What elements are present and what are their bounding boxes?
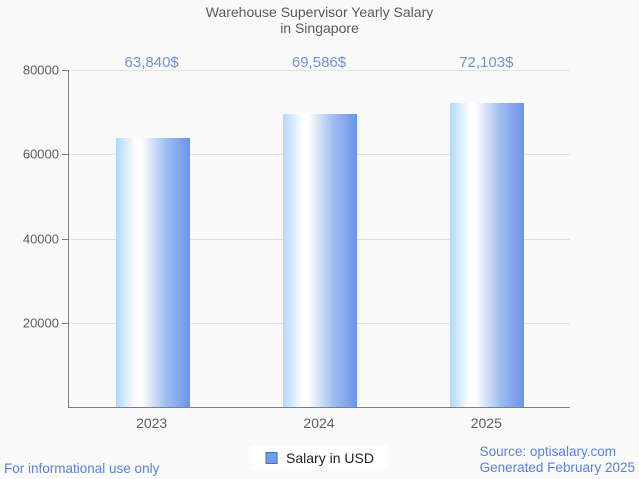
bar-slot-2023: [69, 70, 236, 407]
source-line: Source: optisalary.com: [479, 444, 616, 459]
value-labels-row: 63,840$ 69,586$ 72,103$: [68, 54, 570, 71]
y-axis-label-20000: 20000: [22, 315, 59, 331]
bar-2025[interactable]: [449, 103, 524, 407]
bar-slot-2025: [403, 70, 570, 407]
legend: Salary in USD: [251, 446, 388, 470]
source-attribution: Source: optisalary.com Generated Februar…: [480, 444, 635, 476]
bar-slot-2024: [236, 70, 403, 407]
disclaimer-text: For informational use only: [4, 461, 160, 476]
y-axis-label-60000: 60000: [22, 146, 59, 162]
x-axis-labels-row: 2023 2024 2025: [68, 415, 570, 431]
y-tick-20000: [62, 322, 68, 324]
gridline-80000: [69, 70, 570, 71]
legend-swatch-icon: [265, 452, 278, 464]
bars-group: [69, 70, 570, 407]
legend-label: Salary in USD: [286, 450, 374, 466]
value-label-2023: 63,840$: [124, 54, 179, 71]
value-label-2024: 69,586$: [291, 54, 347, 71]
y-tick-60000: [62, 154, 68, 156]
chart-title: Warehouse Supervisor Yearly Salary in Si…: [0, 4, 639, 36]
generated-line: Generated February 2025: [479, 460, 635, 475]
plot-area: 80000 60000 40000 20000: [23, 63, 570, 408]
bar-2024[interactable]: [282, 113, 357, 407]
bar-2023[interactable]: [115, 138, 190, 407]
x-axis-label-2025: 2025: [470, 415, 502, 431]
y-tick-40000: [62, 238, 68, 240]
x-axis-label-2023: 2023: [136, 415, 168, 431]
y-tick-80000: [62, 70, 68, 71]
x-axis-label-2024: 2024: [303, 415, 335, 431]
chart-title-line2: in Singapore: [280, 20, 359, 36]
y-axis-label-80000: 80000: [22, 62, 59, 78]
value-label-2025: 72,103$: [459, 54, 514, 71]
chart-title-line1: Warehouse Supervisor Yearly Salary: [205, 4, 434, 20]
y-axis-label-40000: 40000: [22, 231, 59, 246]
